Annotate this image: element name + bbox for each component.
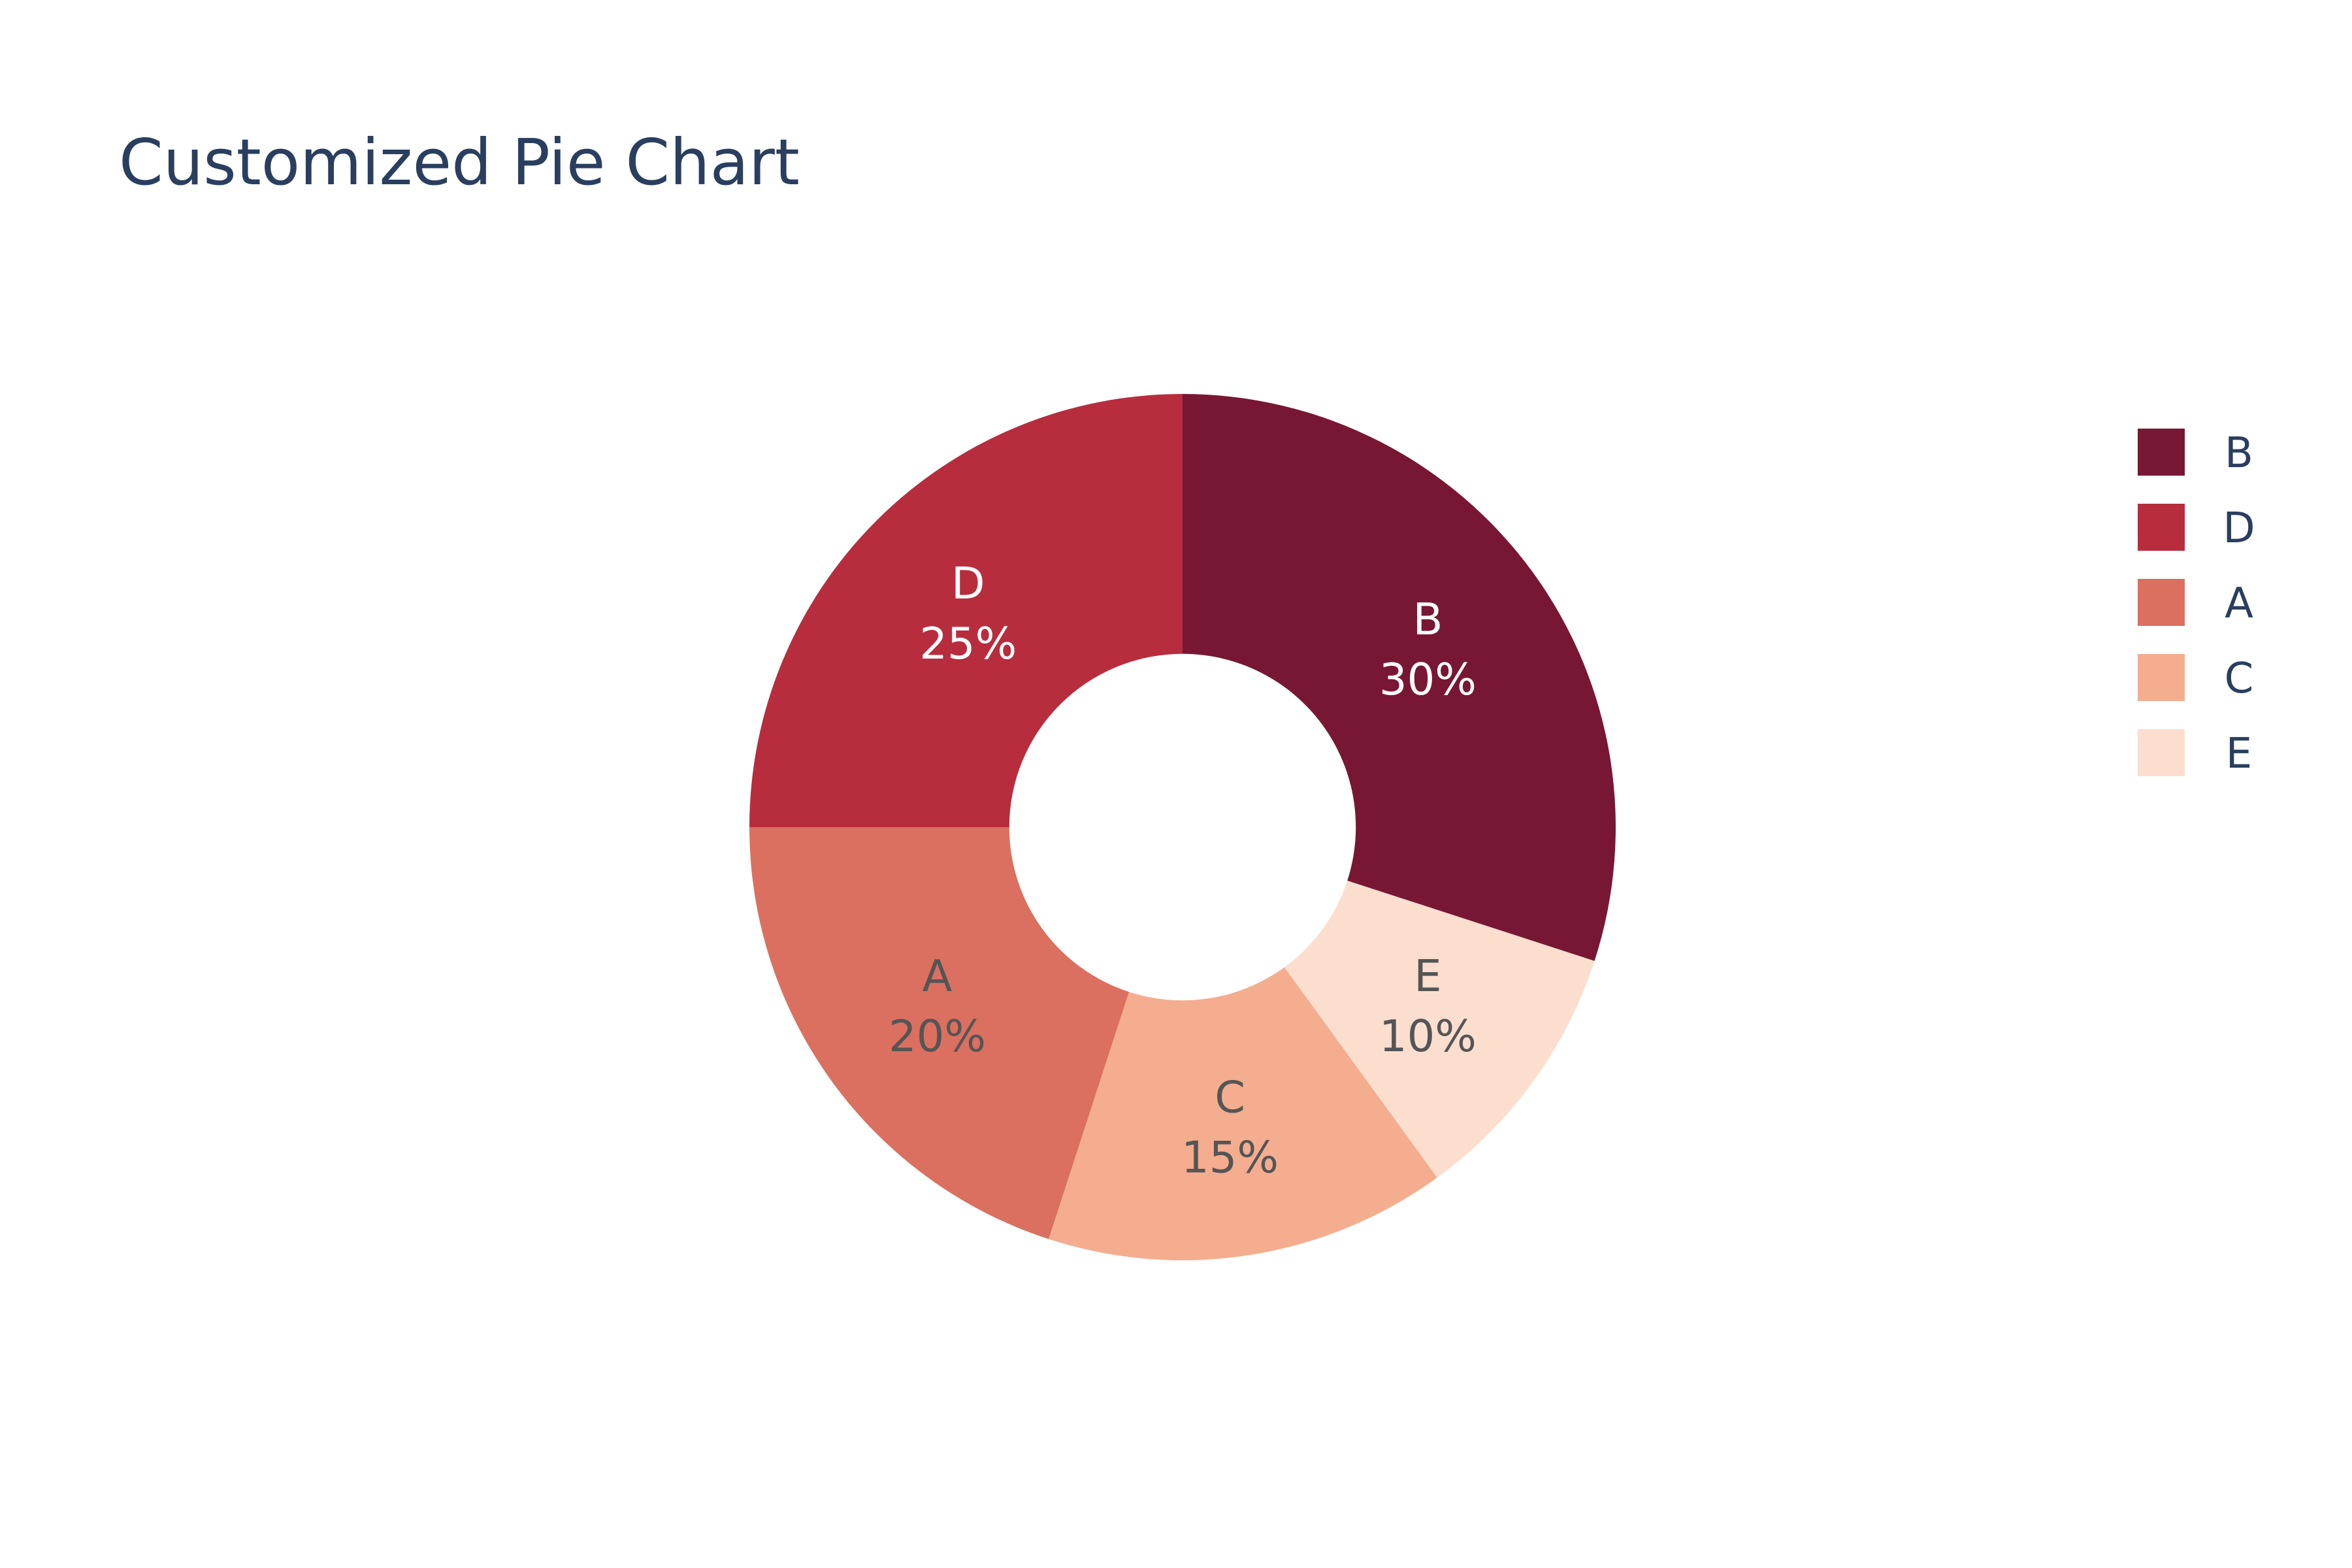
legend-label-a: A [2225, 580, 2253, 628]
legend-item-b[interactable]: B [2138, 429, 2253, 478]
pie-slices [749, 394, 1616, 1260]
slice-percent-c: 15% [1181, 1132, 1279, 1183]
pie-slice-d[interactable] [749, 394, 1183, 827]
legend-item-a[interactable]: A [2138, 579, 2253, 628]
legend-item-d[interactable]: D [2138, 504, 2255, 553]
legend-label-d: D [2223, 504, 2255, 553]
legend-swatch-c [2138, 654, 2185, 701]
pie-slice-a[interactable] [749, 827, 1130, 1239]
slice-label-c: C [1215, 1071, 1245, 1122]
pie-slice-e[interactable] [1284, 880, 1595, 1178]
legend-swatch-e [2138, 729, 2185, 776]
slice-label-a: A [923, 951, 953, 1002]
slice-label-e: E [1414, 951, 1441, 1002]
legend-item-e[interactable]: E [2138, 729, 2252, 778]
slice-percent-d: 25% [919, 618, 1017, 669]
slice-label-b: B [1413, 594, 1443, 645]
legend-item-c[interactable]: C [2138, 654, 2253, 703]
legend-swatch-b [2138, 429, 2185, 476]
legend-label-b: B [2225, 429, 2253, 478]
chart-title: Customized Pie Chart [119, 125, 800, 199]
legend-swatch-d [2138, 504, 2185, 551]
legend-label-c: C [2225, 655, 2254, 703]
pie-labels: B 30% E 10% C 15% A 20% D 25% [889, 558, 1477, 1183]
pie-slice-b[interactable] [1183, 394, 1616, 961]
slice-percent-e: 10% [1379, 1011, 1477, 1062]
slice-percent-b: 30% [1379, 654, 1477, 705]
legend-swatch-a [2138, 579, 2185, 626]
slice-label-d: D [951, 558, 985, 609]
legend-label-e: E [2226, 730, 2252, 778]
slice-percent-a: 20% [889, 1011, 986, 1062]
pie-slice-c[interactable] [1049, 967, 1437, 1260]
